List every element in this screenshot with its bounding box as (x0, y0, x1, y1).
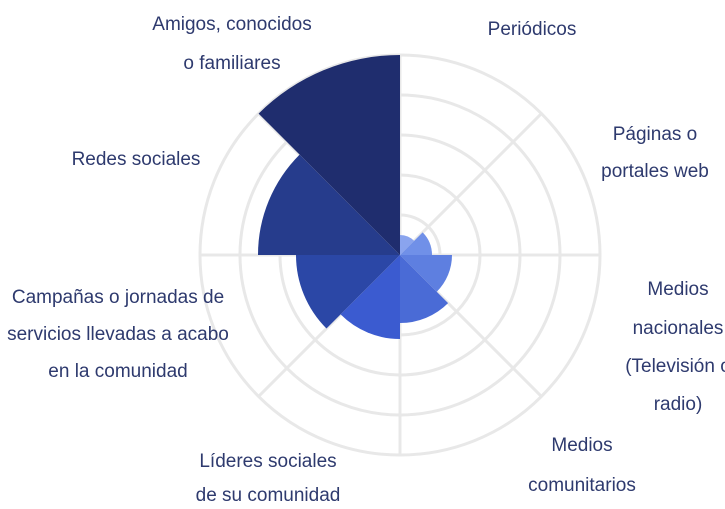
category-label: de su comunidad (196, 485, 341, 506)
sector (400, 255, 452, 292)
category-label: Redes sociales (72, 149, 201, 170)
category-label: radio) (654, 394, 703, 415)
category-label: Medios (647, 279, 708, 300)
category-label: Páginas o (613, 124, 698, 145)
sector (258, 55, 400, 255)
category-label: o familiares (183, 53, 280, 74)
sector (258, 154, 400, 255)
category-label: nacionales (633, 318, 724, 339)
category-label: portales web (601, 161, 709, 182)
category-label: comunitarios (528, 475, 636, 496)
sector (296, 255, 400, 329)
category-label: (Televisión o (625, 356, 725, 377)
sector (400, 255, 449, 323)
category-label: Líderes sociales (199, 451, 336, 472)
sector (400, 235, 415, 255)
category-label: Periódicos (488, 19, 577, 40)
category-label: en la comunidad (48, 361, 187, 382)
sector (400, 232, 432, 255)
sector (340, 255, 400, 339)
category-label: Amigos, conocidos (152, 14, 311, 35)
grid-spoke (398, 112, 543, 257)
category-label: Campañas o jornadas de (12, 287, 224, 308)
category-label: Medios (551, 435, 612, 456)
category-label: servicios llevadas a acabo (7, 324, 229, 345)
